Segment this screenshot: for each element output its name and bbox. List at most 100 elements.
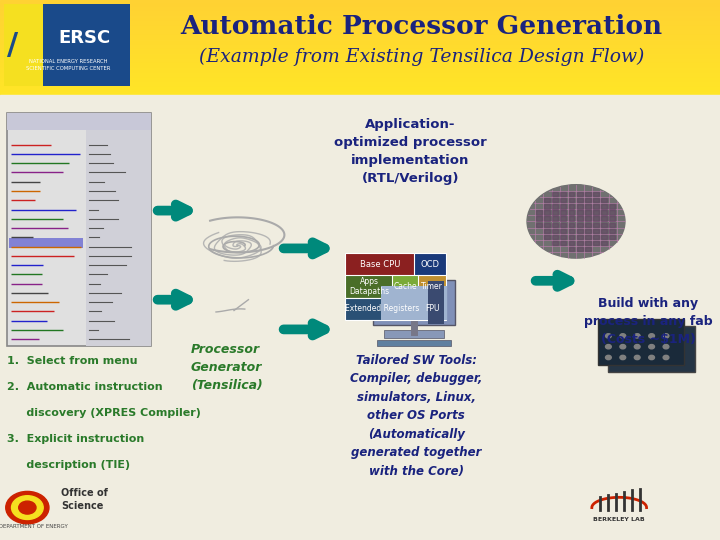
FancyBboxPatch shape xyxy=(4,4,130,86)
Bar xyxy=(552,192,558,197)
Circle shape xyxy=(634,345,640,349)
Bar xyxy=(560,241,566,245)
Circle shape xyxy=(620,334,626,338)
Bar xyxy=(0,64,720,66)
Bar xyxy=(544,229,550,233)
Bar xyxy=(569,247,575,252)
FancyBboxPatch shape xyxy=(345,275,393,298)
Bar xyxy=(585,204,590,208)
Bar xyxy=(585,222,590,227)
Bar xyxy=(0,92,720,94)
Bar xyxy=(544,211,550,215)
Bar xyxy=(569,217,575,221)
Text: description (TIE): description (TIE) xyxy=(7,460,130,470)
Bar xyxy=(560,192,566,197)
Circle shape xyxy=(12,496,43,519)
Bar xyxy=(569,198,575,202)
Bar xyxy=(552,211,558,215)
Circle shape xyxy=(663,345,669,349)
Bar xyxy=(593,235,599,239)
Circle shape xyxy=(649,355,654,360)
FancyBboxPatch shape xyxy=(384,330,444,338)
FancyBboxPatch shape xyxy=(418,298,446,320)
Bar xyxy=(577,247,582,252)
Bar xyxy=(0,76,720,78)
FancyBboxPatch shape xyxy=(598,319,684,364)
Circle shape xyxy=(6,491,49,524)
Bar xyxy=(0,45,720,47)
Bar xyxy=(0,7,720,10)
Bar xyxy=(593,192,599,197)
Circle shape xyxy=(606,355,611,360)
Text: (Example from Existing Tensilica Design Flow): (Example from Existing Tensilica Design … xyxy=(199,48,644,66)
Circle shape xyxy=(634,334,640,338)
Bar xyxy=(0,85,720,87)
Bar xyxy=(569,204,575,208)
Bar xyxy=(560,198,566,202)
Bar xyxy=(0,69,720,71)
Circle shape xyxy=(19,501,36,514)
Bar xyxy=(552,217,558,221)
Bar xyxy=(593,229,599,233)
Bar xyxy=(544,222,550,227)
Bar xyxy=(560,217,566,221)
Bar xyxy=(0,40,720,43)
Bar xyxy=(0,14,720,17)
Bar xyxy=(552,198,558,202)
Bar xyxy=(0,55,720,57)
Bar xyxy=(609,204,615,208)
Bar xyxy=(0,2,720,5)
Bar xyxy=(560,235,566,239)
FancyBboxPatch shape xyxy=(381,286,447,320)
Bar xyxy=(601,222,607,227)
Bar xyxy=(601,229,607,233)
Circle shape xyxy=(663,355,669,360)
Bar xyxy=(0,90,720,92)
Bar xyxy=(569,241,575,245)
FancyBboxPatch shape xyxy=(345,298,419,320)
Bar xyxy=(552,235,558,239)
Bar xyxy=(560,204,566,208)
Text: ERSC: ERSC xyxy=(59,29,111,47)
Bar xyxy=(0,59,720,62)
Text: Office of
Science: Office of Science xyxy=(61,488,108,511)
Bar xyxy=(536,211,541,215)
FancyBboxPatch shape xyxy=(377,340,451,346)
Text: 2.  Automatic instruction: 2. Automatic instruction xyxy=(7,382,163,393)
Bar xyxy=(609,211,615,215)
Bar xyxy=(569,235,575,239)
Bar xyxy=(585,235,590,239)
Bar xyxy=(585,211,590,215)
Bar xyxy=(0,66,720,69)
Bar xyxy=(0,31,720,33)
Bar xyxy=(593,198,599,202)
Text: Tailored SW Tools:
Compiler, debugger,
simulators, Linux,
other OS Ports
(Automa: Tailored SW Tools: Compiler, debugger, s… xyxy=(350,354,482,478)
Text: U.S. DEPARTMENT OF ENERGY: U.S. DEPARTMENT OF ENERGY xyxy=(0,524,68,529)
Bar xyxy=(601,198,607,202)
Bar xyxy=(0,0,720,2)
Bar xyxy=(609,217,615,221)
Circle shape xyxy=(620,355,626,360)
Text: Base CPU: Base CPU xyxy=(359,260,400,269)
Bar xyxy=(609,235,615,239)
Circle shape xyxy=(606,334,611,338)
Bar xyxy=(552,241,558,245)
Bar xyxy=(544,198,550,202)
Bar xyxy=(0,80,720,83)
Text: Build with any
process in any fab
(Costs ~$1M): Build with any process in any fab (Costs… xyxy=(584,297,712,346)
Bar xyxy=(544,235,550,239)
Bar xyxy=(577,192,582,197)
Bar xyxy=(585,229,590,233)
Bar xyxy=(544,217,550,221)
Bar xyxy=(585,198,590,202)
Text: OCD: OCD xyxy=(420,260,439,269)
Bar xyxy=(552,229,558,233)
Text: 3.  Explicit instruction: 3. Explicit instruction xyxy=(7,434,145,444)
Text: /: / xyxy=(7,31,19,60)
Bar xyxy=(593,222,599,227)
Bar xyxy=(560,222,566,227)
Circle shape xyxy=(663,334,669,338)
Bar xyxy=(585,247,590,252)
Bar xyxy=(577,235,582,239)
FancyBboxPatch shape xyxy=(373,280,455,325)
